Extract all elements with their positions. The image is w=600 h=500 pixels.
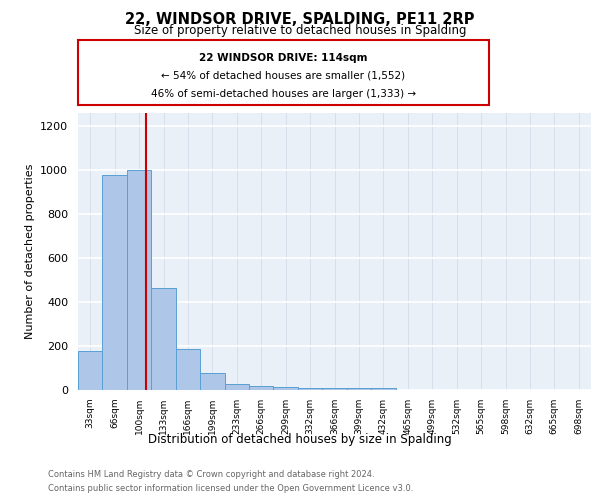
- Bar: [151, 288, 176, 390]
- Text: Size of property relative to detached houses in Spalding: Size of property relative to detached ho…: [134, 24, 466, 37]
- Bar: [200, 374, 224, 390]
- Text: ← 54% of detached houses are smaller (1,552): ← 54% of detached houses are smaller (1,…: [161, 71, 406, 81]
- Bar: [176, 350, 200, 390]
- Text: Contains HM Land Registry data © Crown copyright and database right 2024.: Contains HM Land Registry data © Crown c…: [48, 470, 374, 479]
- Bar: [78, 352, 103, 390]
- Bar: [298, 388, 322, 390]
- Text: 22, WINDSOR DRIVE, SPALDING, PE11 2RP: 22, WINDSOR DRIVE, SPALDING, PE11 2RP: [125, 12, 475, 28]
- Text: 22 WINDSOR DRIVE: 114sqm: 22 WINDSOR DRIVE: 114sqm: [199, 53, 368, 63]
- Y-axis label: Number of detached properties: Number of detached properties: [25, 164, 35, 339]
- Bar: [224, 384, 249, 390]
- Text: Distribution of detached houses by size in Spalding: Distribution of detached houses by size …: [148, 432, 452, 446]
- Bar: [103, 176, 127, 390]
- Text: 46% of semi-detached houses are larger (1,333) →: 46% of semi-detached houses are larger (…: [151, 89, 416, 99]
- Bar: [274, 386, 298, 390]
- Bar: [249, 386, 274, 390]
- Bar: [127, 170, 151, 390]
- Bar: [347, 388, 371, 390]
- Bar: [322, 388, 347, 390]
- Text: Contains public sector information licensed under the Open Government Licence v3: Contains public sector information licen…: [48, 484, 413, 493]
- Bar: [371, 388, 395, 390]
